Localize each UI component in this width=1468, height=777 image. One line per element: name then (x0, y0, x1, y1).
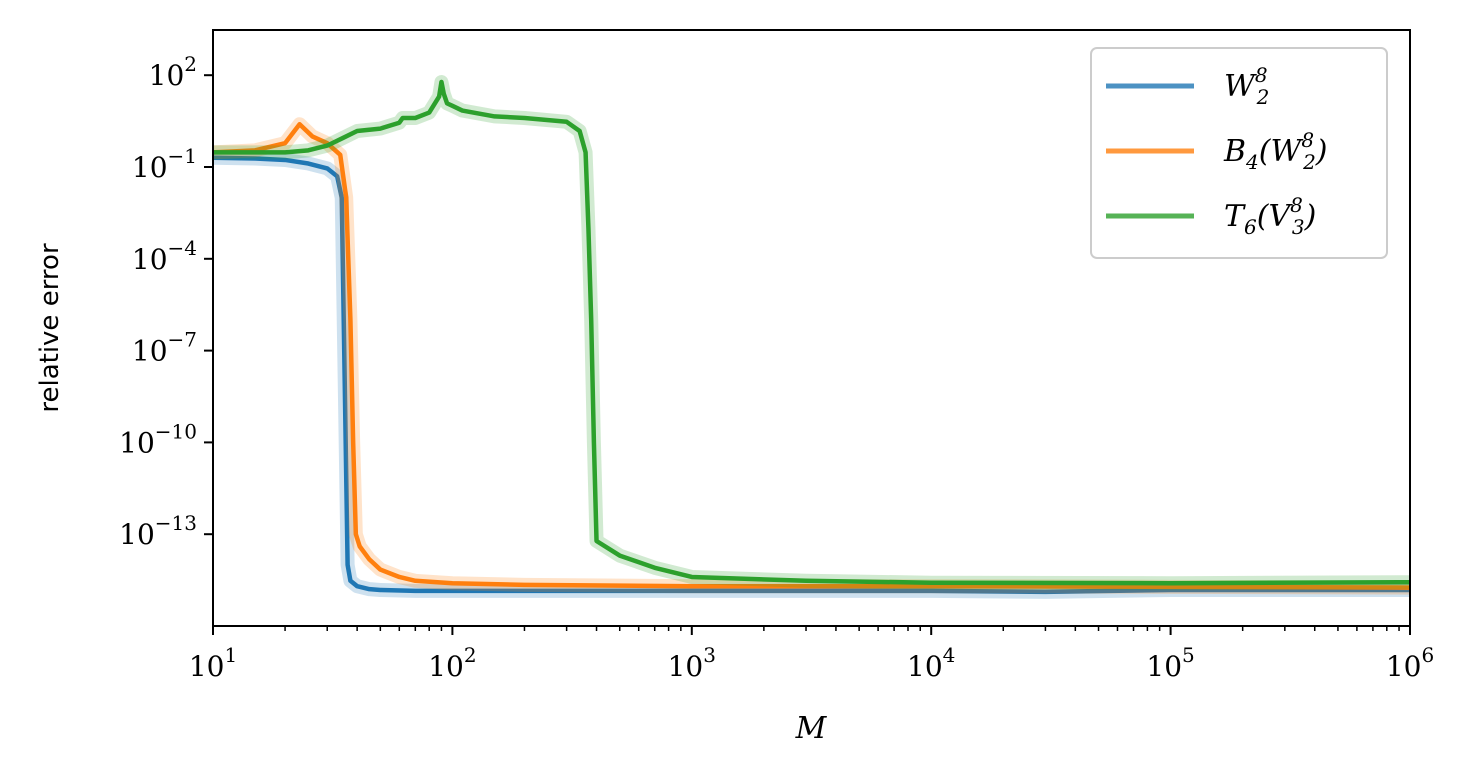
x-tick-label: 105 (1146, 643, 1194, 683)
x-tick-label: 104 (907, 643, 955, 683)
y-tick-label: 10−1 (132, 144, 197, 184)
y-tick-label: 10−10 (119, 419, 197, 459)
legend-label-1: W8 2 (1224, 63, 1269, 109)
x-tick-label: 101 (189, 643, 237, 683)
x-tick-label: 102 (428, 643, 476, 683)
tick-labels: 101 102 103 104 105 106 102 10−1 10−4 10−7 10−10 10… (119, 52, 1434, 683)
x-axis-label: M (795, 711, 828, 746)
legend: W8 2 B4(W8 2) T6(V8 3) (1090, 47, 1388, 259)
y-tick-label: 10−13 (119, 511, 197, 551)
legend-label-3: T6(V8 3) (1224, 193, 1316, 239)
y-tick-label: 10−4 (132, 236, 197, 276)
tick-marks (204, 74, 1411, 635)
x-tick-label: 103 (668, 643, 716, 683)
y-tick-label: 10−7 (132, 328, 197, 368)
series-line-1 (213, 155, 1410, 595)
series-line-3 (213, 79, 1410, 586)
series-line-2 (213, 121, 1410, 590)
plot-frame (212, 29, 1411, 627)
y-axis-label: relative error (35, 243, 65, 413)
plot-lines (213, 74, 1410, 599)
legend-label-2: B4(W8 2) (1223, 128, 1328, 174)
legend-box (1090, 47, 1388, 259)
x-tick-label: 106 (1386, 643, 1434, 683)
y-tick-label: 102 (149, 52, 197, 92)
